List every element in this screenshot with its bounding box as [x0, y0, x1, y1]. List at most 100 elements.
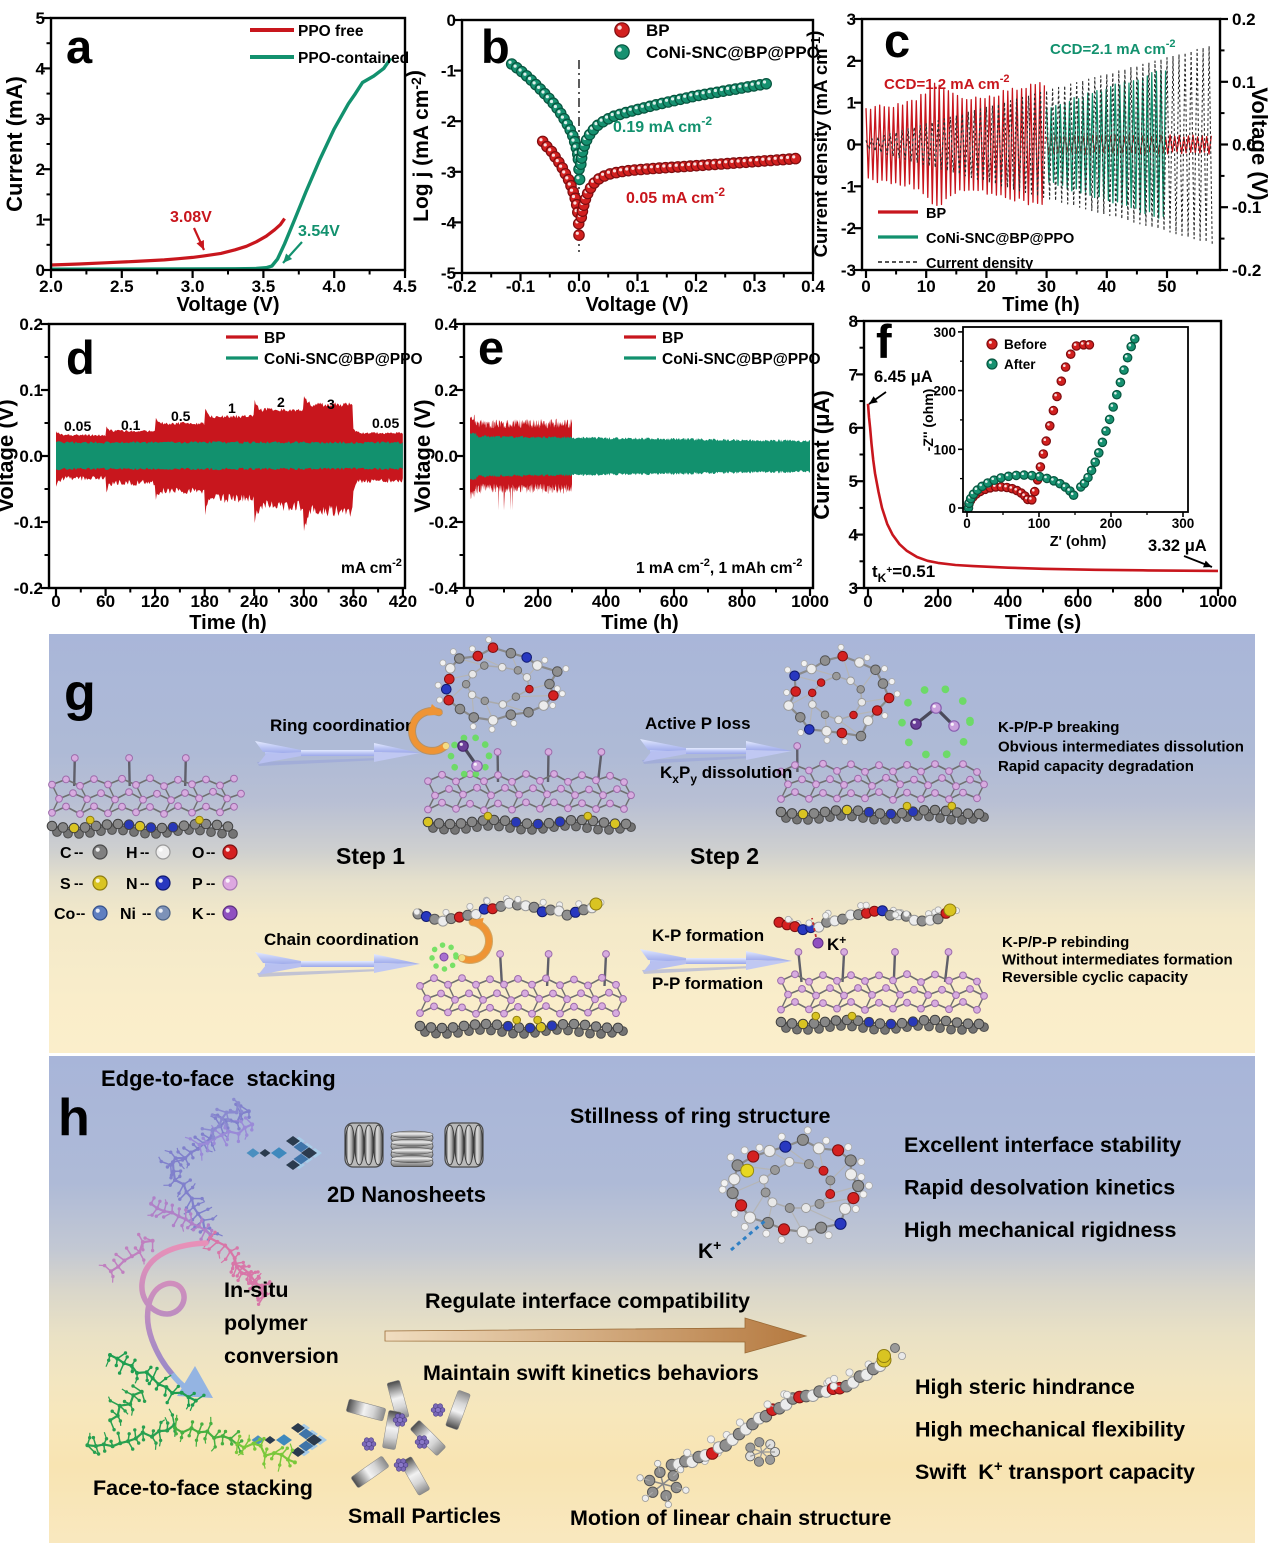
svg-text:3: 3 — [327, 396, 335, 412]
svg-text:--: -- — [140, 875, 150, 891]
svg-text:Time (h): Time (h) — [189, 612, 266, 634]
svg-text:1: 1 — [36, 211, 45, 230]
svg-text:6: 6 — [849, 419, 858, 438]
svg-text:400: 400 — [592, 592, 620, 611]
svg-text:-0.2: -0.2 — [429, 513, 458, 532]
svg-text:mA cm-2: mA cm-2 — [341, 557, 402, 577]
svg-text:Time (h): Time (h) — [1002, 294, 1079, 316]
svg-text:Swift K+ transport capacity: Swift K+ transport capacity — [915, 1458, 1195, 1484]
svg-text:-0.2: -0.2 — [447, 277, 476, 296]
svg-text:0: 0 — [948, 501, 956, 516]
svg-text:O: O — [192, 845, 204, 862]
svg-text:--: -- — [140, 844, 150, 860]
svg-text:1000: 1000 — [1199, 592, 1237, 611]
svg-text:600: 600 — [1064, 592, 1092, 611]
svg-text:100: 100 — [933, 442, 956, 457]
svg-text:0.3: 0.3 — [743, 277, 767, 296]
svg-text:Stillness of ring structure: Stillness of ring structure — [570, 1104, 830, 1128]
svg-text:0.1: 0.1 — [121, 417, 141, 433]
svg-text:240: 240 — [240, 592, 268, 611]
svg-text:polymer: polymer — [224, 1311, 308, 1335]
svg-text:CoNi-SNC@BP@PPO: CoNi-SNC@BP@PPO — [264, 351, 423, 368]
svg-text:4.5: 4.5 — [393, 277, 417, 296]
svg-text:BP: BP — [662, 330, 684, 347]
svg-text:0: 0 — [465, 592, 474, 611]
svg-text:--: -- — [206, 905, 216, 921]
svg-text:1 mA cm-2, 1 mAh cm-2: 1 mA cm-2, 1 mAh cm-2 — [636, 557, 802, 577]
svg-text:P-P formation: P-P formation — [652, 974, 763, 993]
svg-text:N: N — [126, 876, 138, 893]
svg-text:4.0: 4.0 — [322, 277, 346, 296]
svg-text:Face-to-face stacking: Face-to-face stacking — [93, 1476, 313, 1500]
svg-text:C: C — [60, 845, 72, 862]
svg-text:h: h — [58, 1089, 90, 1147]
svg-text:5: 5 — [36, 9, 45, 28]
svg-text:c: c — [884, 14, 910, 67]
svg-text:Voltage (V): Voltage (V) — [1247, 87, 1269, 200]
svg-text:10: 10 — [917, 277, 936, 296]
svg-text:0.5: 0.5 — [171, 408, 191, 424]
svg-text:200: 200 — [924, 592, 952, 611]
svg-text:0.0: 0.0 — [19, 447, 43, 466]
svg-text:S: S — [60, 876, 71, 893]
svg-text:CoNi-SNC@BP@PPO: CoNi-SNC@BP@PPO — [646, 43, 820, 62]
svg-text:-4: -4 — [441, 213, 457, 232]
svg-text:0.19 mA cm-2: 0.19 mA cm-2 — [613, 114, 712, 136]
svg-text:conversion: conversion — [224, 1344, 339, 1368]
svg-text:-0.2: -0.2 — [14, 579, 43, 598]
svg-text:3: 3 — [36, 110, 45, 129]
svg-text:0: 0 — [863, 592, 872, 611]
svg-text:0.1: 0.1 — [1232, 73, 1256, 92]
svg-text:K-P formation: K-P formation — [652, 926, 764, 945]
svg-text:2: 2 — [847, 52, 856, 71]
svg-text:Reversible cyclic capacity: Reversible cyclic capacity — [1002, 969, 1189, 986]
svg-text:0.2: 0.2 — [1232, 10, 1256, 29]
svg-text:Small Particles: Small Particles — [348, 1504, 501, 1528]
svg-text:CCD=1.2 mA cm-2: CCD=1.2 mA cm-2 — [884, 73, 1010, 93]
svg-text:Current density: Current density — [926, 256, 1033, 272]
svg-text:--: -- — [74, 844, 84, 860]
svg-text:100: 100 — [1028, 516, 1051, 531]
svg-text:0.2: 0.2 — [19, 315, 43, 334]
svg-text:Maintain swift kinetics behavi: Maintain swift kinetics behaviors — [423, 1361, 759, 1385]
svg-text:P: P — [192, 876, 203, 893]
svg-text:3: 3 — [847, 10, 856, 29]
svg-text:K: K — [192, 906, 204, 923]
svg-text:Current (mA): Current (mA) — [2, 76, 27, 212]
svg-text:-0.1: -0.1 — [14, 513, 43, 532]
svg-text:2D Nanosheets: 2D Nanosheets — [327, 1182, 486, 1207]
svg-text:High mechanical flexibility: High mechanical flexibility — [915, 1418, 1185, 1442]
svg-text:--: -- — [74, 875, 84, 891]
svg-text:-0.4: -0.4 — [429, 579, 459, 598]
svg-text:600: 600 — [660, 592, 688, 611]
svg-text:Step 1: Step 1 — [336, 843, 405, 869]
svg-text:0.0: 0.0 — [434, 447, 458, 466]
svg-text:Voltage (V): Voltage (V) — [410, 399, 435, 512]
svg-text:300: 300 — [1172, 516, 1195, 531]
svg-text:-0.1: -0.1 — [1232, 198, 1261, 217]
svg-text:tK+=0.51: tK+=0.51 — [872, 562, 935, 585]
svg-text:-2: -2 — [841, 219, 856, 238]
svg-text:Without intermediates formatio: Without intermediates formation — [1002, 952, 1233, 969]
svg-text:0.1: 0.1 — [19, 381, 43, 400]
svg-text:-0.2: -0.2 — [1232, 261, 1261, 280]
svg-text:BP: BP — [646, 21, 670, 40]
svg-text:-2: -2 — [441, 112, 456, 131]
svg-text:3.54V: 3.54V — [298, 223, 340, 240]
svg-text:Log j (mA cm-2): Log j (mA cm-2) — [403, 70, 433, 222]
svg-text:BP: BP — [926, 206, 946, 222]
svg-text:d: d — [66, 331, 95, 384]
svg-text:Active P loss: Active P loss — [645, 714, 751, 733]
svg-text:Before: Before — [1004, 337, 1047, 352]
svg-text:60: 60 — [96, 592, 115, 611]
svg-text:0: 0 — [861, 277, 870, 296]
svg-text:3: 3 — [849, 579, 858, 598]
svg-text:50: 50 — [1158, 277, 1177, 296]
svg-text:H: H — [126, 845, 138, 862]
svg-text:-3: -3 — [841, 261, 856, 280]
svg-text:K-P/P-P breaking: K-P/P-P breaking — [998, 719, 1119, 736]
svg-text:0: 0 — [51, 592, 60, 611]
svg-text:0.4: 0.4 — [434, 315, 458, 334]
svg-text:2.0: 2.0 — [39, 277, 63, 296]
svg-text:b: b — [481, 20, 510, 73]
